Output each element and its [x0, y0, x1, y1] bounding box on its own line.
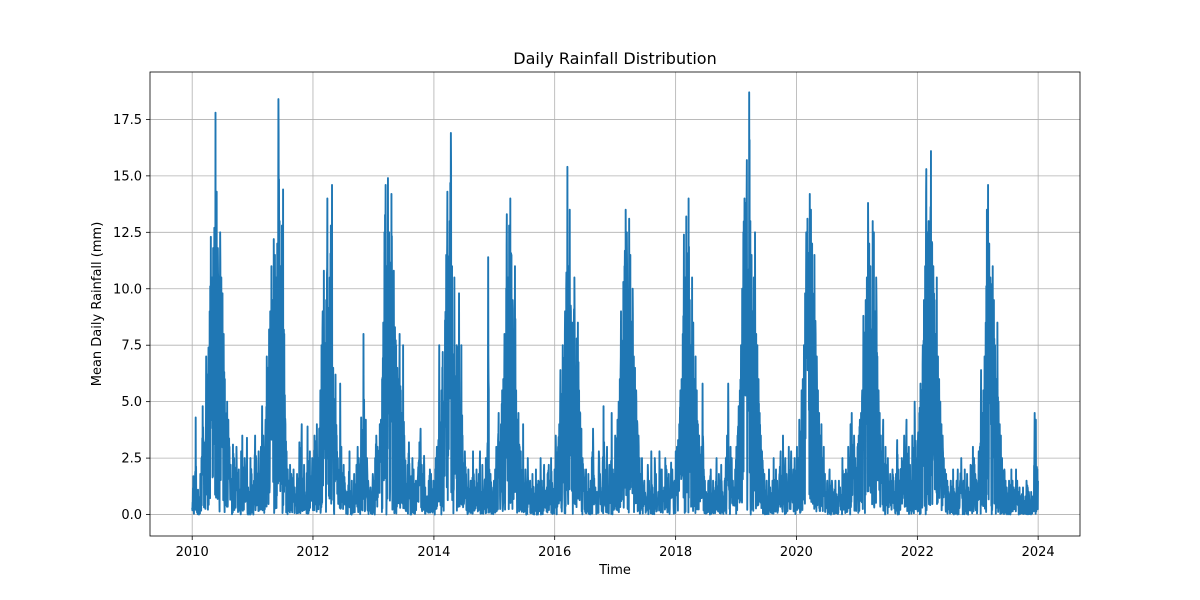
- x-axis-ticks: 2010 2012 2014 2016 2018 2020 2022 2024: [176, 536, 1055, 560]
- y-tick-label: 0.0: [121, 508, 142, 523]
- y-tick-label: 10.0: [113, 282, 142, 297]
- x-axis-label: Time: [598, 563, 631, 578]
- x-tick-label: 2018: [659, 545, 692, 560]
- x-tick-label: 2022: [901, 545, 934, 560]
- y-axis-label: Mean Daily Rainfall (mm): [90, 222, 105, 387]
- y-tick-label: 12.5: [113, 226, 142, 241]
- series-group: [191, 91, 1039, 516]
- x-tick-label: 2014: [417, 545, 450, 560]
- x-tick-label: 2012: [296, 545, 329, 560]
- x-tick-label: 2020: [780, 545, 813, 560]
- y-tick-label: 15.0: [113, 169, 142, 184]
- y-axis-ticks: 0.0 2.5 5.0 7.5 10.0 12.5 15.0 17.5: [113, 113, 150, 523]
- x-tick-label: 2010: [176, 545, 209, 560]
- chart-title: Daily Rainfall Distribution: [513, 49, 716, 68]
- y-tick-label: 7.5: [121, 339, 142, 354]
- y-tick-label: 2.5: [121, 452, 142, 467]
- x-tick-label: 2016: [538, 545, 571, 560]
- rainfall-series-line: [191, 91, 1039, 516]
- plot-frame: [149, 71, 1081, 537]
- x-tick-label: 2024: [1022, 545, 1055, 560]
- y-tick-label: 17.5: [113, 113, 142, 128]
- y-tick-label: 5.0: [121, 395, 142, 410]
